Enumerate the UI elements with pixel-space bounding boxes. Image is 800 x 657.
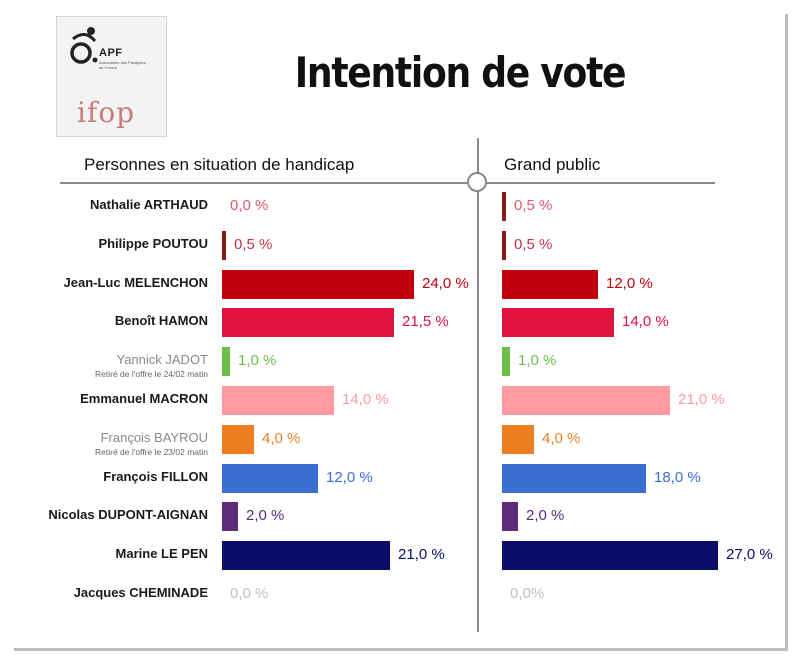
divider-circle-icon (467, 172, 487, 192)
bar-left (222, 347, 230, 377)
candidate-note: Retiré de l'offre le 23/02 matin (95, 446, 208, 457)
value-label-left: 1,0 % (238, 352, 277, 370)
logo: APF Association des Paralysés de France … (56, 16, 167, 137)
value-label-left: 0,5 % (234, 235, 273, 253)
value-label-right: 4,0 % (542, 429, 581, 447)
value-label-right: 2,0 % (526, 507, 565, 525)
bar-right (502, 269, 598, 299)
bar-right (502, 192, 506, 221)
candidate-name: Benoît HAMON (114, 313, 208, 329)
panel-title-left: Personnes en situation de handicap (84, 155, 355, 174)
bar-left (222, 424, 254, 454)
chart-title: Intention de vote (294, 48, 627, 97)
bar-left (222, 463, 318, 493)
bar-right (502, 463, 646, 493)
bar-left (222, 308, 394, 338)
candidate-name: Nicolas DUPONT-AIGNAN (48, 507, 208, 523)
candidate-row: François BAYROU Retiré de l'offre le 23/0… (0, 422, 800, 457)
value-label-left: 12,0 % (326, 468, 373, 486)
value-label-right: 18,0 % (654, 468, 701, 486)
ifop-logo-text: ifop (77, 96, 136, 129)
bar-left (222, 230, 226, 260)
value-label-right: 0,0% (510, 585, 545, 602)
bar-right (502, 230, 506, 260)
bar-right (502, 308, 614, 338)
candidate-name: François BAYROU (100, 429, 208, 445)
bar-left (222, 386, 334, 415)
bar-right (502, 347, 510, 377)
value-label-right: 0,5 % (514, 235, 553, 253)
value-label-left: 4,0 % (262, 429, 301, 447)
candidate-row: Nicolas DUPONT-AIGNAN 2,0 % 2,0 % (0, 499, 800, 533)
value-label-left: 2,0 % (246, 507, 285, 525)
candidate-name: Jean-Luc MELENCHON (63, 274, 208, 290)
candidate-name: Yannick JADOT (116, 352, 208, 368)
candidate-row: Jean-Luc MELENCHON 24,0 % 12,0 % (0, 267, 800, 301)
value-label-left: 24,0 % (422, 274, 469, 292)
value-label-left: 0,0 % (230, 197, 269, 214)
candidate-row: Marine LE PEN 21,0 % 27,0 % (0, 538, 800, 572)
candidate-row: François FILLON 12,0 % 18,0 % (0, 461, 800, 495)
candidate-name: Marine LE PEN (115, 546, 208, 562)
value-label-right: 0,5 % (514, 197, 553, 214)
value-label-right: 12,0 % (606, 274, 653, 292)
value-label-right: 1,0 % (518, 352, 557, 370)
value-label-left: 21,0 % (398, 546, 445, 564)
bar-right (502, 424, 534, 454)
bar-left (222, 502, 238, 532)
candidate-name: François FILLON (103, 468, 208, 484)
candidate-row: Benoît HAMON 21,5 % 14,0 % (0, 305, 800, 339)
bar-left (222, 541, 390, 571)
value-label-left: 21,5 % (402, 313, 449, 331)
value-label-right: 27,0 % (726, 546, 773, 564)
apf-logo-subtext: Association des Paralysés de France (99, 60, 146, 70)
candidate-row: Yannick JADOT Retiré de l'offre le 24/02 … (0, 344, 800, 380)
horizontal-divider (60, 182, 715, 184)
value-label-right: 21,0 % (678, 391, 725, 408)
bar-right (502, 502, 518, 532)
value-label-left: 14,0 % (342, 391, 389, 408)
candidate-name: Philippe POUTOU (98, 235, 208, 251)
candidate-row: Nathalie ARTHAUD 0,0 % 0,5 % (0, 189, 800, 223)
candidate-row: Jacques CHEMINADE 0,0 % 0,0% (0, 577, 800, 611)
candidate-name: Nathalie ARTHAUD (90, 197, 208, 212)
candidate-row: Philippe POUTOU 0,5 % 0,5 % (0, 228, 800, 262)
panel-title-right: Grand public (504, 155, 601, 174)
bar-left (222, 269, 414, 299)
candidate-name: Emmanuel MACRON (80, 391, 208, 406)
candidate-name: Jacques CHEMINADE (73, 585, 208, 600)
value-label-left: 0,0 % (230, 585, 269, 602)
apf-logo-text: APF (99, 47, 123, 59)
candidate-note: Retiré de l'offre le 24/02 matin (95, 369, 208, 380)
apf-logo-icon (70, 27, 98, 64)
vertical-divider (477, 138, 479, 632)
candidate-row: Emmanuel MACRON 14,0 % 21,0 % (0, 383, 800, 417)
value-label-right: 14,0 % (622, 313, 669, 331)
frame-border (14, 14, 788, 651)
bar-right (502, 386, 670, 415)
bar-right (502, 541, 718, 571)
